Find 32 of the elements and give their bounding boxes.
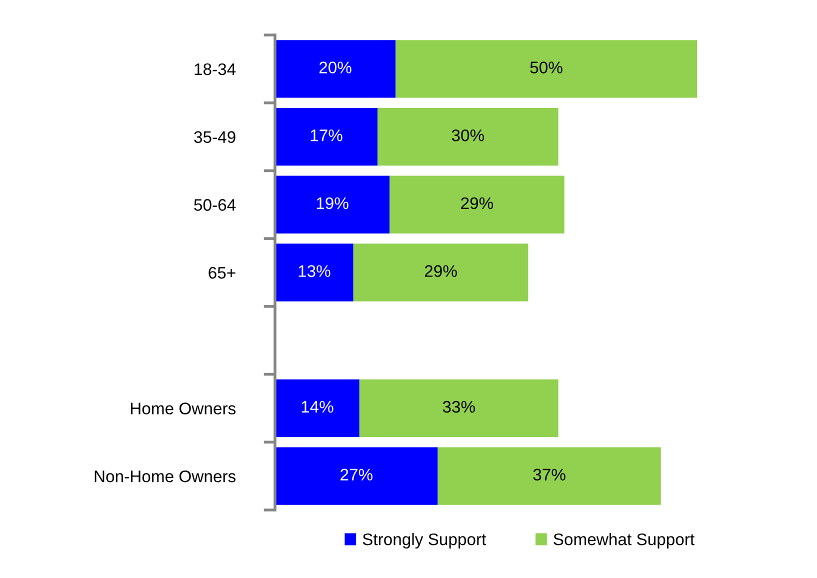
bar (438, 447, 661, 505)
legend-label: Somewhat Support (554, 533, 694, 549)
y-tick-label: Non-Home Owners (94, 470, 236, 482)
data-label: 14% (302, 400, 334, 413)
bar (359, 379, 558, 438)
data-label: 13% (298, 265, 330, 277)
data-label: 29% (424, 265, 457, 277)
bar (377, 108, 558, 166)
bar (396, 40, 697, 98)
data-label: 33% (442, 400, 475, 413)
bar (275, 244, 354, 302)
data-label: 37% (533, 468, 566, 481)
data-label: 19% (316, 197, 348, 210)
data-label: 17% (310, 130, 342, 142)
bar (275, 447, 438, 505)
bar (275, 379, 360, 438)
y-tick-label: Home Owners (130, 402, 236, 414)
y-tick-label: 35-49 (194, 131, 236, 143)
data-label: 30% (452, 129, 484, 142)
y-tick-label: 18-34 (194, 63, 236, 76)
data-label: 50% (530, 62, 562, 74)
data-label: 29% (461, 197, 494, 210)
bar (275, 176, 390, 234)
data-label: 20% (319, 62, 352, 74)
legend-label: Strongly Support (362, 533, 486, 549)
bar (390, 176, 564, 234)
bar (353, 244, 528, 302)
bar (275, 108, 378, 166)
y-tick-label: 50-64 (194, 199, 236, 211)
y-tick-label: 65+ (208, 266, 236, 279)
data-label: 27% (340, 468, 372, 480)
bar (275, 40, 396, 98)
